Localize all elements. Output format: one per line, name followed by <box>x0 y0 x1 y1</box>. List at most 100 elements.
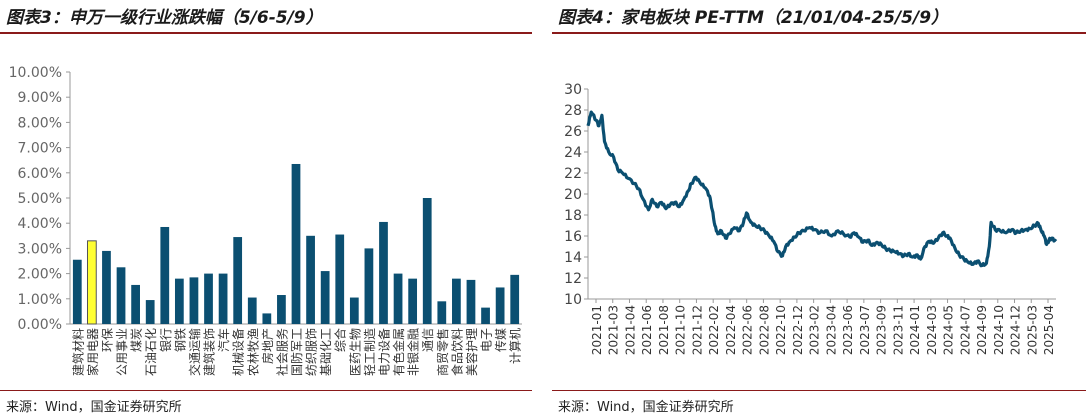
bar-category-label: 基础化工 <box>319 328 333 376</box>
bar <box>349 297 359 324</box>
right-title-rule <box>552 32 1086 34</box>
bar-category-label: 农林牧渔 <box>246 328 260 376</box>
line-x-tick-label: 2024-01 <box>908 305 922 355</box>
bar <box>145 300 155 324</box>
bar-category-label: 非银金融 <box>406 328 421 376</box>
bar-y-tick-label: 6.00% <box>18 166 62 182</box>
bar-y-tick-label: 8.00% <box>18 115 62 131</box>
line-y-tick-label: 12 <box>564 271 582 287</box>
bar-category-label: 纺织服饰 <box>305 328 319 376</box>
bar-category-label: 电力设备 <box>377 328 391 376</box>
line-x-tick-label: 2023-09 <box>875 305 889 355</box>
bar <box>262 313 272 324</box>
left-source-rule <box>0 390 532 391</box>
bar <box>204 273 213 324</box>
pe-ttm-series-line <box>586 110 1058 268</box>
right-panel: 图表4：家电板块 PE-TTM（21/01/04-25/5/9） 10 12 14 1… <box>552 0 1086 418</box>
bar <box>218 273 228 324</box>
bar <box>408 278 418 324</box>
bar <box>174 278 184 324</box>
bar-category-label: 钢铁 <box>173 328 187 352</box>
bar <box>510 274 520 324</box>
line-x-tick-label: 2021-12 <box>690 305 704 355</box>
bar <box>452 278 461 324</box>
bar <box>189 277 199 324</box>
bar-category-label: 交通运输 <box>187 328 202 376</box>
bar <box>335 234 345 324</box>
line-x-tick-label: 2024-10 <box>992 305 1006 355</box>
bar-category-label: 食品饮料 <box>449 328 464 376</box>
bar-y-tick-label: 4.00% <box>18 216 62 232</box>
line-x-tick-label: 2024-07 <box>958 305 972 355</box>
bar-category-label: 轻工制造 <box>363 328 377 376</box>
line-x-tick-label: 2024-09 <box>975 305 989 355</box>
bar <box>72 259 82 324</box>
bar-category-label: 综合 <box>333 328 348 352</box>
bar <box>306 235 315 324</box>
bar-category-label: 建筑材料 <box>70 328 85 376</box>
line-x-tick-label: 2022-08 <box>757 305 771 355</box>
bar <box>86 240 97 325</box>
bar <box>320 271 330 324</box>
bar <box>247 297 257 324</box>
industry-bar-chart: 0.00% 1.00% 2.00% 3.00% 4.00% 5.00% 6.00% 7.00%… <box>9 65 523 376</box>
right-source-rule <box>552 390 1086 391</box>
line-y-tick-label: 26 <box>564 124 582 140</box>
bar-category-label: 美容护理 <box>464 328 479 376</box>
bar-category-label: 电子 <box>480 328 494 352</box>
line-x-tick-label: 2023-04 <box>824 305 838 355</box>
line-x-tick-label: 2024-12 <box>1009 305 1023 355</box>
bar <box>277 295 286 324</box>
bar <box>393 273 403 324</box>
bar-category-label: 机械设备 <box>231 328 246 376</box>
line-x-tick-label: 2023-02 <box>808 305 822 355</box>
bar-category-label: 房地产 <box>260 328 275 364</box>
line-y-tick-label: 10 <box>564 292 582 308</box>
line-x-tick-label: 2021-10 <box>674 305 688 355</box>
bar-category-label: 医药生物 <box>348 328 362 376</box>
bar-category-label: 家用电器 <box>85 328 100 376</box>
bar-category-label: 有色金属 <box>391 328 406 376</box>
line-x-tick-label: 2023-06 <box>841 305 855 355</box>
bar <box>233 237 243 324</box>
line-x-tick-label: 2022-12 <box>791 305 805 355</box>
right-chart-title: 图表4：家电板块 PE-TTM（21/01/04-25/5/9） <box>558 8 949 28</box>
bar-category-label: 社会服务 <box>274 328 289 376</box>
bar-y-tick-label: 0.00% <box>18 317 62 333</box>
line-x-tick-label: 2022-04 <box>724 305 738 355</box>
line-y-tick-label: 22 <box>564 166 582 182</box>
left-source-text: 来源：Wind，国金证券研究所 <box>6 400 182 415</box>
bar-category-label: 汽车 <box>216 328 231 352</box>
line-x-tick-label: 2022-10 <box>774 305 788 355</box>
bar-category-label: 传媒 <box>493 328 508 352</box>
line-x-tick-label: 2021-03 <box>607 305 621 355</box>
bar <box>364 248 374 324</box>
bar <box>116 267 126 324</box>
bar-category-label: 石油石化 <box>144 328 158 376</box>
line-y-tick-label: 16 <box>564 229 582 245</box>
line-y-tick-label: 20 <box>564 187 582 203</box>
bar <box>466 279 476 324</box>
left-panel: 图表3：申万一级行业涨跌幅（5/6-5/9） 0.00% 1.00% 2.00% 3.… <box>0 0 532 418</box>
line-x-tick-label: 2025-03 <box>1025 305 1039 355</box>
line-x-tick-label: 2022-06 <box>741 305 755 355</box>
bar <box>437 301 447 324</box>
bar-category-label: 建筑装饰 <box>202 328 217 376</box>
bar-category-label: 煤炭 <box>130 328 144 352</box>
bar <box>379 221 388 324</box>
line-x-tick-label: 2023-11 <box>891 305 905 355</box>
bar-y-tick-label: 1.00% <box>18 292 62 308</box>
line-x-tick-label: 2024-05 <box>942 305 956 355</box>
bar-y-tick-label: 7.00% <box>18 141 62 157</box>
bar <box>102 250 111 324</box>
line-x-tick-label: 2025-04 <box>1042 305 1056 355</box>
line-x-tick-label: 2021-06 <box>640 305 654 355</box>
line-x-tick-label: 2021-08 <box>657 305 671 355</box>
bar-y-tick-label: 3.00% <box>18 241 62 257</box>
bar <box>160 226 170 324</box>
left-chart-title: 图表3：申万一级行业涨跌幅（5/6-5/9） <box>6 8 323 28</box>
line-x-tick-label: 2023-07 <box>858 305 872 355</box>
bar-category-label: 环保 <box>100 328 114 352</box>
bar-y-tick-label: 10.00% <box>9 65 62 81</box>
